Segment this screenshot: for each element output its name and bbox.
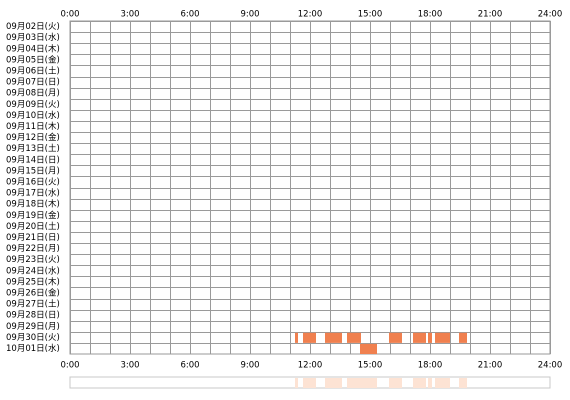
activity	[360, 343, 377, 354]
x-tick-label-bottom: 6:00	[180, 361, 199, 371]
activity	[325, 332, 342, 343]
x-tick-label-top: 18:00	[418, 10, 443, 20]
row-label: 09月14日(日)	[6, 155, 60, 165]
row-label: 09月26日(金)	[6, 287, 60, 298]
x-tick-label-top: 15:00	[358, 10, 383, 20]
row-label: 09月24日(水)	[6, 265, 60, 276]
x-tick-label-bottom: 24:00	[538, 361, 563, 371]
row-label: 09月23日(火)	[6, 255, 60, 265]
row-label: 09月22日(月)	[6, 244, 60, 254]
row-label: 09月06日(土)	[6, 65, 60, 76]
x-tick-label-bottom: 12:00	[298, 361, 323, 371]
activity	[347, 332, 361, 343]
summary-activity	[347, 378, 361, 388]
row-label: 09月02日(火)	[6, 22, 60, 32]
x-tick-label-top: 24:00	[538, 10, 563, 20]
row-label: 09月13日(土)	[6, 143, 60, 154]
row-label: 10月01日(水)	[6, 343, 60, 354]
summary-activity	[459, 378, 467, 388]
x-tick-label-bottom: 9:00	[240, 361, 259, 371]
x-tick-label-bottom: 18:00	[418, 361, 443, 371]
summary-activity	[295, 378, 298, 388]
activity	[413, 332, 426, 343]
summary-activity	[303, 378, 316, 388]
summary-activity	[389, 378, 402, 388]
row-label: 09月18日(木)	[6, 199, 60, 210]
row-label: 09月15日(月)	[6, 166, 60, 176]
row-label: 09月12日(金)	[6, 132, 60, 143]
x-tick-label-bottom: 21:00	[478, 361, 503, 371]
row-label: 09月30日(火)	[6, 333, 60, 343]
row-label: 09月11日(木)	[6, 121, 60, 132]
x-tick-label-top: 9:00	[240, 10, 259, 20]
row-label: 09月25日(木)	[6, 276, 60, 287]
row-label: 09月21日(日)	[6, 233, 60, 243]
summary-activity	[428, 378, 432, 388]
x-tick-label-top: 6:00	[180, 10, 199, 20]
row-label: 09月20日(土)	[6, 221, 60, 232]
row-label: 09月17日(水)	[6, 188, 60, 199]
row-label: 09月29日(月)	[6, 322, 60, 332]
activity	[389, 332, 402, 343]
x-tick-label-bottom: 15:00	[358, 361, 383, 371]
row-label: 09月04日(木)	[6, 43, 60, 54]
activity	[435, 332, 450, 343]
activity	[295, 332, 298, 343]
row-label: 09月16日(火)	[6, 177, 60, 187]
row-label: 09月08日(月)	[6, 89, 60, 99]
summary-activity	[435, 378, 450, 388]
row-label: 09月09日(火)	[6, 100, 60, 110]
x-tick-label-top: 21:00	[478, 10, 503, 20]
row-label: 09月05日(金)	[6, 54, 60, 65]
row-label: 09月27日(土)	[6, 299, 60, 310]
x-tick-label-top: 12:00	[298, 10, 323, 20]
activity	[459, 332, 467, 343]
summary-activity	[360, 378, 377, 388]
summary-activity	[325, 378, 342, 388]
x-tick-label-top: 3:00	[120, 10, 139, 20]
x-tick-label-top: 0:00	[60, 10, 79, 20]
x-tick-label-bottom: 0:00	[60, 361, 79, 371]
row-label: 09月28日(日)	[6, 311, 60, 321]
row-label: 09月07日(日)	[6, 78, 60, 88]
row-label: 09月03日(水)	[6, 32, 60, 43]
summary-activity	[413, 378, 426, 388]
activity	[303, 332, 316, 343]
activity	[428, 332, 432, 343]
row-label: 09月19日(金)	[6, 210, 60, 221]
x-tick-label-bottom: 3:00	[120, 361, 139, 371]
row-label: 09月10日(水)	[6, 110, 60, 121]
